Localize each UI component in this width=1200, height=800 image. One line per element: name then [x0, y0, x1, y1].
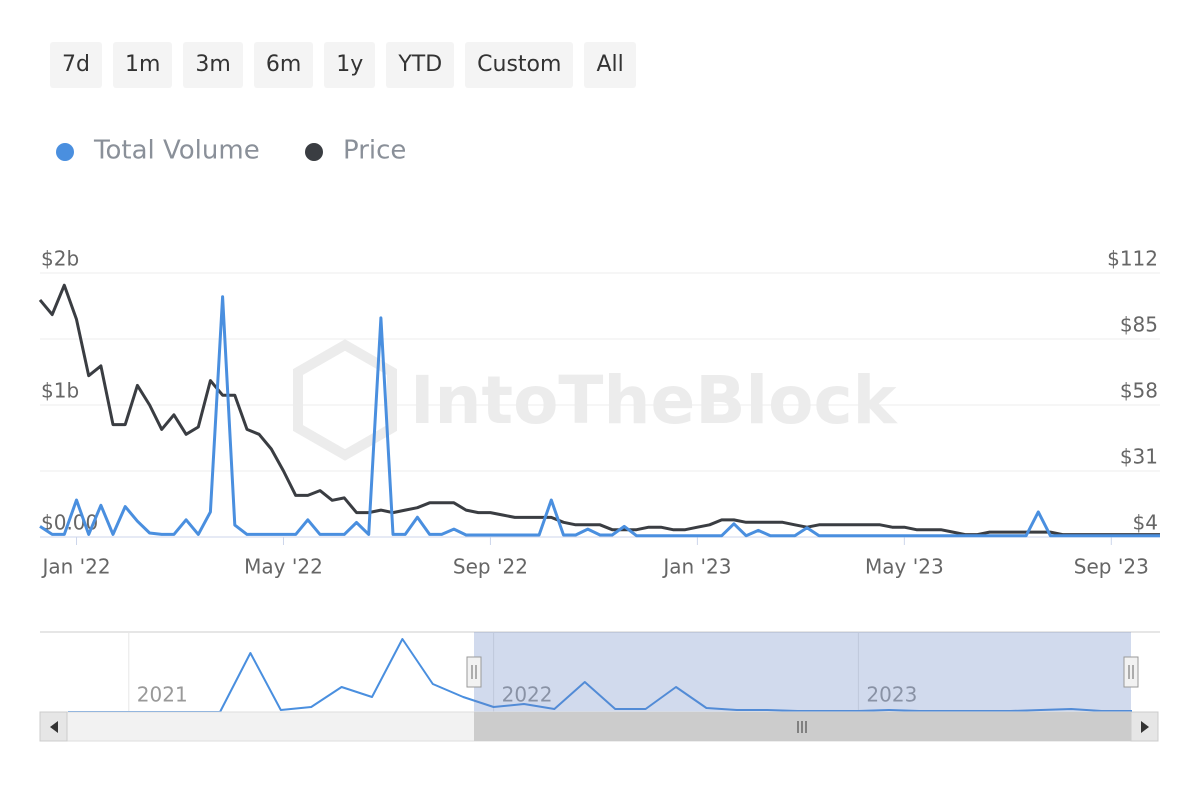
navigator-label: 2022: [502, 683, 553, 707]
navigator-label: 2023: [866, 683, 917, 707]
range-button[interactable]: Custom: [465, 42, 574, 88]
legend-marker: [305, 143, 323, 161]
range-button[interactable]: 6m: [253, 42, 314, 88]
arrow: [1141, 721, 1149, 733]
grip: [797, 721, 807, 733]
y2-tick-label: $112: [1107, 247, 1158, 271]
navigator-handle[interactable]: [466, 656, 482, 688]
range-button[interactable]: 7d: [50, 42, 102, 88]
navigator-handle[interactable]: [1123, 656, 1139, 688]
range-button[interactable]: YTD: [386, 42, 455, 88]
x-tick-label: Sep '22: [453, 555, 528, 579]
range-button[interactable]: 1y: [324, 42, 376, 88]
watermark-text: IntoTheBlock: [410, 362, 899, 439]
handle-grip: [471, 665, 477, 679]
y2-tick-label: $58: [1120, 379, 1158, 403]
series-line: [68, 638, 1132, 713]
navigator-label: 2021: [137, 683, 188, 707]
y2-tick-label: $31: [1120, 445, 1158, 469]
legend-marker: [56, 143, 74, 161]
range-buttons: 7d 1m 3m 6m 1y YTD Custom All: [50, 42, 647, 88]
legend-label[interactable]: Total Volume: [93, 136, 260, 166]
watermark: IntoTheBlock: [293, 339, 899, 461]
handle-grip: [1128, 665, 1134, 679]
navigator-plot: 2021 2022 2023: [68, 632, 1132, 713]
x-tick-label: May '22: [244, 555, 323, 579]
x-tick-label: Jan '23: [661, 555, 731, 579]
arrow: [50, 721, 58, 733]
y-tick-label: $2b: [41, 247, 79, 271]
y2-tick-label: $85: [1120, 313, 1158, 337]
x-tick-label: Jan '22: [40, 555, 110, 579]
x-tick-label: Sep '23: [1074, 555, 1149, 579]
range-button[interactable]: 1m: [112, 42, 173, 88]
x-tick-label: May '23: [865, 555, 944, 579]
range-button[interactable]: 3m: [183, 42, 243, 88]
range-button[interactable]: All: [584, 42, 636, 88]
legend-label[interactable]: Price: [343, 136, 406, 166]
y-tick-label: $1b: [41, 379, 79, 403]
series-line: [39, 295, 1160, 538]
y2-tick-label: $4: [1133, 511, 1158, 535]
navigator-selection[interactable]: [474, 632, 1131, 712]
